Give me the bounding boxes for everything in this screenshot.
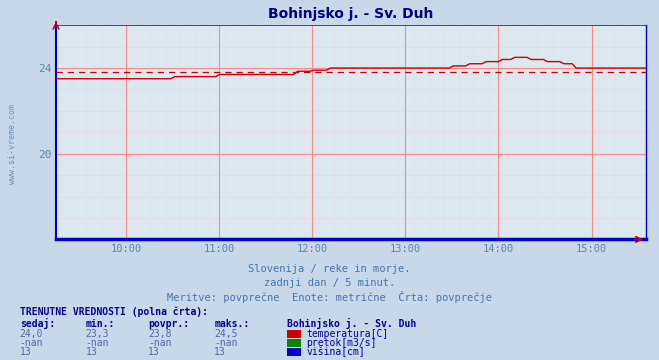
Text: -nan: -nan [86, 338, 109, 348]
Text: maks.:: maks.: [214, 319, 249, 329]
Text: 24,0: 24,0 [20, 329, 43, 339]
Text: -nan: -nan [20, 338, 43, 348]
Text: 23,3: 23,3 [86, 329, 109, 339]
Text: www.si-vreme.com: www.si-vreme.com [8, 104, 17, 184]
Text: Bohinjsko j. - Sv. Duh: Bohinjsko j. - Sv. Duh [287, 318, 416, 329]
Text: sedaj:: sedaj: [20, 318, 55, 329]
Text: Meritve: povprečne  Enote: metrične  Črta: povprečje: Meritve: povprečne Enote: metrične Črta:… [167, 291, 492, 303]
Text: TRENUTNE VREDNOSTI (polna črta):: TRENUTNE VREDNOSTI (polna črta): [20, 306, 208, 317]
Text: 13: 13 [86, 347, 98, 357]
Text: 13: 13 [214, 347, 226, 357]
Text: min.:: min.: [86, 319, 115, 329]
Text: -nan: -nan [214, 338, 238, 348]
Text: 23,8: 23,8 [148, 329, 172, 339]
Text: zadnji dan / 5 minut.: zadnji dan / 5 minut. [264, 278, 395, 288]
Text: 24,5: 24,5 [214, 329, 238, 339]
Text: povpr.:: povpr.: [148, 319, 189, 329]
Text: Slovenija / reke in morje.: Slovenija / reke in morje. [248, 264, 411, 274]
Text: -nan: -nan [148, 338, 172, 348]
Text: 13: 13 [20, 347, 32, 357]
Text: 13: 13 [148, 347, 160, 357]
Text: višina[cm]: višina[cm] [306, 347, 365, 357]
Text: temperatura[C]: temperatura[C] [306, 329, 389, 339]
Text: pretok[m3/s]: pretok[m3/s] [306, 338, 377, 348]
Title: Bohinjsko j. - Sv. Duh: Bohinjsko j. - Sv. Duh [268, 7, 434, 21]
